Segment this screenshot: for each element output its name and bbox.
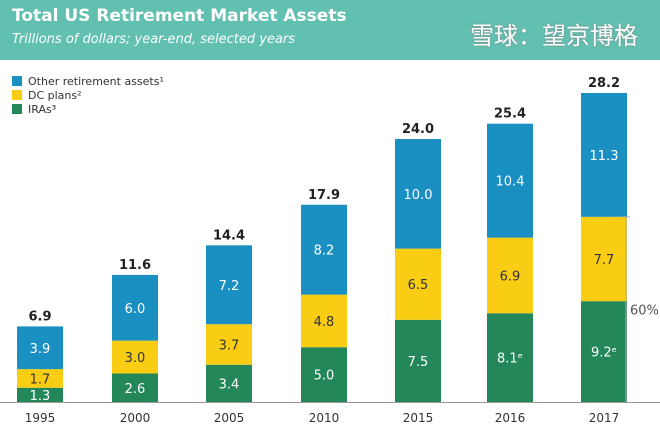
data-label: 7.2 [219,279,240,294]
data-label: 9.2ᵉ [591,346,617,361]
bar-ira [487,313,533,402]
x-tick-label: 2015 [403,411,434,425]
chart-subtitle: Trillions of dollars; year-end, selected… [12,32,296,47]
bar-dc [17,369,63,388]
legend-item-ira: IRAs³ [12,102,164,116]
x-tick-label: 1995 [25,411,56,425]
bar-dc [301,294,347,348]
annotation-60pct: 60% [630,303,659,318]
legend-item-dc: DC plans² [12,88,164,102]
total-label: 11.6 [119,258,151,273]
bar-other [206,245,252,325]
data-label: 11.3 [590,149,619,164]
data-label: 3.4 [219,377,240,392]
x-tick-label: 2016 [495,411,526,425]
bar-other [581,93,627,217]
total-label: 25.4 [494,107,526,122]
legend-swatch [12,104,22,114]
bar-other [17,326,63,370]
data-label: 3.9 [30,342,51,357]
x-tick-label: 2005 [214,411,245,425]
bar-dc [395,248,441,320]
chart-header: Total US Retirement Market Assets Trilli… [0,0,660,60]
data-label: 4.8 [314,315,335,330]
data-label: 6.5 [408,278,429,293]
bar-other [395,139,441,249]
bar-other [301,204,347,295]
data-label: 8.2 [314,244,335,259]
legend-swatch [12,76,22,86]
data-label: 7.7 [594,253,615,268]
bar-ira [206,364,252,402]
total-label: 6.9 [28,309,51,324]
bar-other [487,123,533,238]
bar-dc [112,340,158,374]
bar-ira [301,347,347,402]
legend-item-other: Other retirement assets¹ [12,74,164,88]
bar-other [112,274,158,341]
watermark: 雪球：望京博格 [470,22,638,50]
data-label: 1.7 [30,372,51,387]
legend-label: DC plans² [28,88,82,102]
legend-swatch [12,90,22,100]
data-label: 5.0 [314,369,335,384]
total-label: 24.0 [402,122,434,137]
legend-label: IRAs³ [28,102,57,116]
data-label: 1.3 [30,389,51,404]
data-label: 6.9 [500,269,521,284]
legend-label: Other retirement assets¹ [28,74,164,88]
x-tick-label: 2017 [589,411,620,425]
x-tick-label: 2000 [120,411,151,425]
data-label: 10.4 [496,175,525,190]
bar-dc [581,216,627,302]
data-label: 3.7 [219,338,240,353]
data-label: 7.5 [408,355,429,370]
bar-dc [487,237,533,314]
x-tick-label: 2010 [309,411,340,425]
total-label: 28.2 [588,76,620,91]
bar-ira [112,373,158,402]
bar-ira [17,387,63,402]
data-label: 3.0 [125,351,146,366]
total-label: 14.4 [213,228,245,243]
bar-ira [581,301,627,402]
bar-dc [206,324,252,365]
total-label: 17.9 [308,188,340,203]
data-label: 8.1ᵉ [497,352,523,367]
data-label: 2.6 [125,382,146,397]
chart-title: Total US Retirement Market Assets [12,6,347,26]
data-label: 10.0 [404,188,433,203]
legend: Other retirement assets¹ DC plans² IRAs³ [12,74,164,116]
bar-ira [395,319,441,402]
data-label: 6.0 [125,302,146,317]
